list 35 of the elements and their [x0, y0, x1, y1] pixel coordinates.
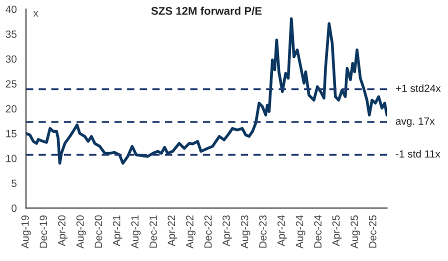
y-tick-label: 0 — [12, 204, 17, 212]
x-tick-label: Aug-19 — [21, 215, 31, 249]
y-tick-label: 5 — [12, 180, 17, 188]
x-tick-label: Dec-25 — [368, 215, 376, 248]
ref-line-label: -1 std 11x — [396, 150, 440, 158]
x-tick-label: Dec-20 — [94, 215, 102, 248]
x-tick-label: Apr-24 — [278, 215, 287, 246]
x-tick-label: Apr-25 — [332, 215, 342, 246]
x-tick-label: Aug-21 — [131, 215, 141, 249]
x-tick-label: Aug-24 — [296, 215, 306, 249]
y-tick-label: 10 — [6, 154, 17, 162]
y-tick-label: 20 — [6, 105, 17, 112]
line-series — [26, 17, 388, 165]
x-tick-label: Dec-21 — [150, 215, 157, 248]
y-tick-label: 35 — [6, 30, 17, 38]
y-tick-label: 25 — [6, 80, 17, 88]
x-tick-label: Apr-22 — [168, 215, 178, 246]
x-tick-label: Apr-21 — [112, 215, 122, 246]
y-tick-label: 40 — [6, 6, 17, 14]
x-tick-label: Dec-24 — [314, 215, 322, 248]
y-tick-label: 15 — [6, 130, 17, 138]
x-tick-label: Apr-20 — [58, 215, 68, 246]
x-tick-label: Dec-23 — [259, 215, 267, 248]
x-tick-label: Dec-19 — [40, 215, 48, 248]
ref-line-label: +1 std24x — [396, 84, 441, 92]
chart-title: SZS 12M forward P/E — [151, 6, 262, 15]
y-axis-title: x — [33, 11, 38, 17]
ref-line-label: avg. 17x — [396, 118, 435, 127]
x-tick-label: Dec-22 — [204, 215, 212, 248]
x-tick-label: Aug-22 — [186, 215, 196, 249]
x-tick-label: Aug-23 — [240, 215, 250, 249]
x-tick-label: Apr-23 — [222, 215, 232, 246]
x-tick-label: Aug-25 — [350, 215, 360, 249]
y-tick-label: 30 — [6, 55, 17, 63]
x-tick-label: Aug-20 — [76, 215, 86, 249]
